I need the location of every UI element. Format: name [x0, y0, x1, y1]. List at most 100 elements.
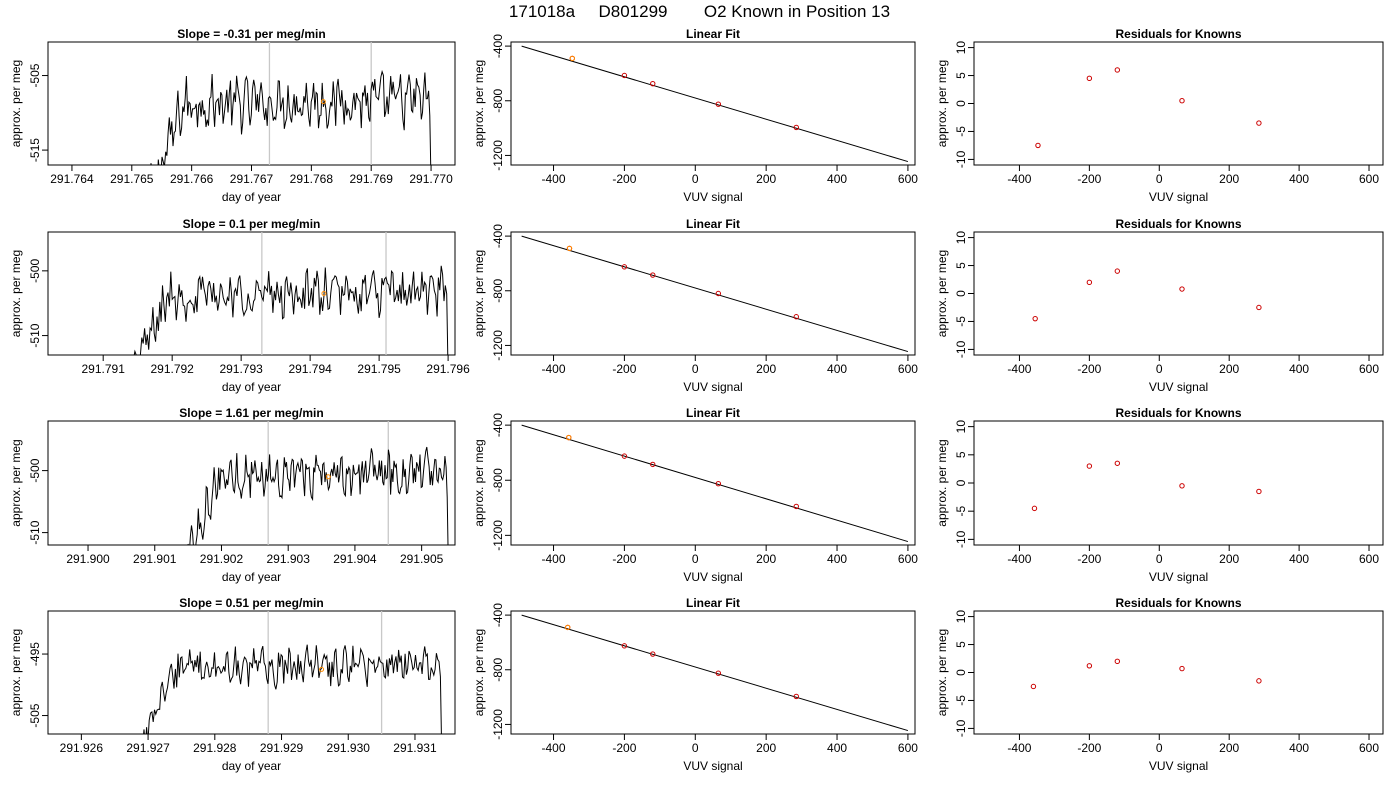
x-tick-label: 200 [756, 741, 776, 755]
plot-area [143, 611, 442, 734]
x-tick-label: 291.764 [50, 172, 94, 186]
y-axis-label: approx. per meg [472, 60, 486, 147]
data-point [1035, 142, 1041, 149]
data-point [1179, 98, 1185, 104]
x-tick-label: -400 [542, 741, 566, 755]
data-point [715, 290, 722, 297]
x-tick-label: 600 [898, 362, 918, 376]
x-tick-label: 600 [1359, 362, 1379, 376]
plot-frame [47, 231, 456, 356]
highlight-point [565, 624, 571, 631]
panel-title: Slope = 0.1 per meg/min [183, 217, 321, 231]
plot-area [1030, 658, 1262, 690]
x-tick-label: -400 [1007, 741, 1031, 755]
y-tick-label: -500 [28, 458, 42, 482]
data-point [1256, 678, 1262, 684]
panel-title: Linear Fit [686, 217, 740, 231]
x-tick-label: 200 [1219, 741, 1239, 755]
panel-title: Residuals for Knowns [1115, 596, 1241, 610]
y-tick-label: -400 [491, 413, 505, 437]
y-tick-label: 5 [954, 641, 968, 648]
x-tick-label: -400 [542, 172, 566, 186]
x-tick-label: 400 [827, 741, 847, 755]
x-tick-label: 200 [756, 172, 776, 186]
x-tick-label: 0 [692, 362, 699, 376]
panel-title: Residuals for Knowns [1115, 406, 1241, 420]
x-tick-label: 0 [1156, 172, 1163, 186]
signal-trace [143, 644, 442, 734]
x-tick-label: 400 [827, 552, 847, 566]
panel-title: Linear Fit [686, 27, 740, 41]
y-axis-label: approx. per meg [9, 439, 23, 526]
data-point [1114, 460, 1121, 466]
x-axis-label: VUV signal [1149, 759, 1208, 773]
x-axis-label: day of year [222, 759, 281, 773]
x-tick-label: -200 [1077, 741, 1101, 755]
plot-area [187, 421, 449, 545]
plot-area [133, 232, 449, 355]
y-tick-label: -800 [491, 468, 505, 492]
x-tick-label: -400 [1007, 552, 1031, 566]
y-tick-label: -5 [954, 506, 968, 517]
data-point [1031, 505, 1038, 512]
panel-1-1: Linear Fit -400 -200 0 200 400 600 -400 -800 -120… [472, 217, 918, 394]
x-tick-label: -400 [542, 362, 566, 376]
panel-title: Residuals for Knowns [1115, 27, 1241, 41]
data-point [1086, 75, 1093, 82]
y-axis-label: approx. per meg [935, 250, 949, 337]
y-tick-label: 10 [954, 610, 968, 624]
x-tick-label: 291.793 [219, 362, 263, 376]
y-tick-label: -505 [28, 63, 42, 87]
x-tick-label: -200 [612, 741, 636, 755]
highlight-point [566, 245, 573, 252]
panel-3-1: Linear Fit -400 -200 0 200 400 600 -400 -800 -120… [472, 596, 918, 773]
x-tick-label: -200 [612, 552, 636, 566]
x-tick-label: 200 [756, 552, 776, 566]
panels: Slope = -0.31 per meg/min 291.764 291.765 2… [9, 27, 1384, 773]
x-tick-label: 291.769 [350, 172, 394, 186]
data-point [650, 80, 656, 87]
data-point [1256, 304, 1262, 311]
data-point [1086, 663, 1093, 669]
signal-trace [133, 265, 449, 355]
x-tick-label: 200 [756, 362, 776, 376]
data-point [1179, 483, 1185, 489]
y-tick-label: 5 [954, 72, 968, 79]
x-tick-label: 291.770 [409, 172, 453, 186]
plot-area [521, 235, 909, 353]
x-tick-label: 600 [1359, 741, 1379, 755]
panel-2-2: Residuals for Knowns -400 -200 0 200 400 600 10… [935, 406, 1384, 584]
plot-frame [510, 41, 916, 166]
data-point [1114, 67, 1121, 73]
data-point [715, 101, 722, 107]
panel-title: Slope = 0.51 per meg/min [179, 596, 323, 610]
y-tick-label: -1200 [491, 140, 505, 171]
x-tick-label: 0 [692, 741, 699, 755]
tank-id: D801299 [598, 2, 667, 21]
x-tick-label: -200 [1077, 172, 1101, 186]
panel-3-2: Residuals for Knowns -400 -200 0 200 400 600 10… [935, 596, 1384, 773]
plot-frame [973, 420, 1384, 546]
x-tick-label: 400 [1289, 741, 1309, 755]
x-tick-label: -400 [1007, 172, 1031, 186]
y-tick-label: -10 [954, 340, 968, 358]
x-axis-label: VUV signal [1149, 380, 1208, 394]
plot-area [521, 424, 909, 543]
x-tick-label: 0 [1156, 552, 1163, 566]
run-id: 171018a [509, 2, 576, 21]
x-tick-label: 291.901 [133, 552, 177, 566]
x-tick-label: -200 [612, 172, 636, 186]
y-tick-label: 5 [954, 451, 968, 458]
y-tick-label: -505 [28, 703, 42, 727]
y-tick-label: -1200 [491, 709, 505, 740]
y-tick-label: -5 [954, 126, 968, 137]
y-tick-label: 0 [954, 479, 968, 486]
x-axis-label: day of year [222, 570, 281, 584]
data-point [1179, 665, 1185, 672]
y-tick-label: 0 [954, 290, 968, 297]
y-tick-label: -400 [491, 224, 505, 248]
y-axis-label: approx. per meg [935, 439, 949, 526]
x-tick-label: 291.926 [60, 741, 104, 755]
data-point [621, 264, 628, 270]
y-tick-label: -510 [28, 323, 42, 347]
